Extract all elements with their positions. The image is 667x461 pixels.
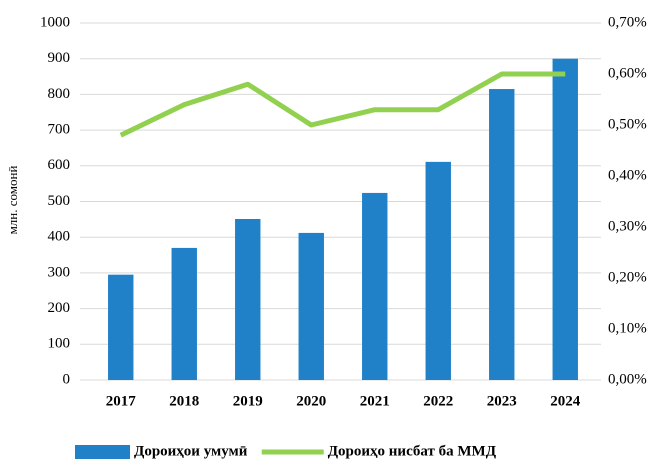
- legend-label: Дороиҳои умумӣ: [134, 443, 248, 459]
- bar: [298, 232, 324, 380]
- x-tick-label: 2022: [423, 393, 453, 409]
- line: [119, 71, 566, 138]
- y2-tick-label: 0,70%: [608, 14, 647, 30]
- y2-tick-label: 0,00%: [608, 371, 647, 387]
- bar: [489, 89, 515, 381]
- y-tick-label: 300: [48, 264, 71, 280]
- y-tick-label: 900: [48, 50, 71, 66]
- y2-tick-label: 0,30%: [608, 218, 647, 234]
- y2-tick-label: 0,20%: [608, 269, 647, 285]
- y-tick-label: 500: [48, 193, 71, 209]
- x-tick-label: 2021: [360, 393, 390, 409]
- x-tick-label: 2017: [106, 393, 137, 409]
- bar: [552, 58, 578, 380]
- bar: [362, 192, 388, 380]
- y-tick-label: 0: [63, 371, 71, 387]
- x-tick-label: 2020: [296, 393, 326, 409]
- y-axis-label: млн. сомонӣ: [5, 166, 20, 235]
- bar: [108, 274, 134, 380]
- y-tick-label: 100: [48, 336, 71, 352]
- y-tick-label: 1000: [40, 14, 70, 30]
- legend-label: Дороиҳо нисбат ба ММД: [328, 443, 497, 459]
- y-tick-label: 600: [48, 157, 71, 173]
- y-tick-label: 700: [48, 122, 71, 138]
- y-tick-label: 800: [48, 86, 71, 102]
- x-tick-label: 2023: [487, 393, 517, 409]
- y2-tick-label: 0,50%: [608, 116, 647, 132]
- bar: [425, 161, 451, 380]
- x-tick-label: 2024: [550, 393, 581, 409]
- legend-swatch: [75, 445, 130, 459]
- x-tick-label: 2019: [233, 393, 263, 409]
- y-tick-label: 200: [48, 300, 71, 316]
- bar: [171, 247, 197, 380]
- y2-tick-label: 0,40%: [608, 167, 647, 183]
- y-tick-label: 400: [48, 229, 71, 245]
- x-tick-label: 2018: [169, 393, 199, 409]
- y2-tick-label: 0,10%: [608, 320, 647, 336]
- bar: [235, 218, 261, 380]
- y2-tick-label: 0,60%: [608, 65, 647, 81]
